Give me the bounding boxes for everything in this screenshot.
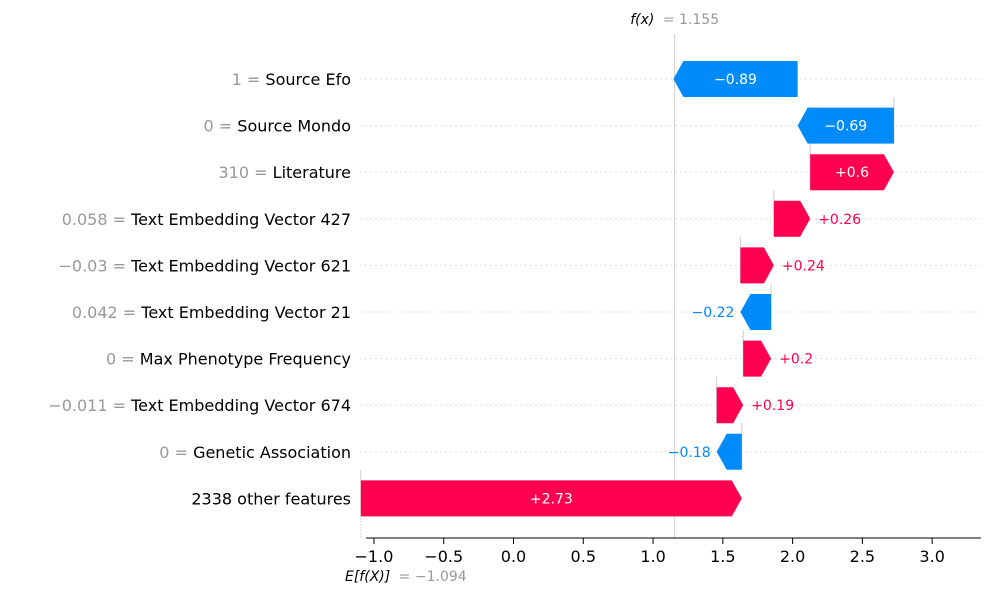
x-tick-label: 0.0 [501,547,526,566]
feature-label: 1 = Source Efo [232,70,351,89]
bar [743,340,772,377]
bar [773,200,811,237]
feature-name: Text Embedding Vector 427 [130,210,351,229]
feature-value: 0 = [159,443,193,462]
feature-name: Source Mondo [237,117,351,136]
x-tick-label: −1.0 [355,547,394,566]
feature-value: 310 = [219,163,273,182]
feature-label: −0.011 = Text Embedding Vector 674 [48,396,351,415]
feature-value: 1 = [232,70,266,89]
bar-value-label: +2.73 [530,491,573,507]
bar-value-label: +0.19 [751,398,794,414]
x-axis: −1.0 −0.5 0.0 0.5 1.0 1.5 2.0 2.5 3.0 [355,537,981,566]
row-gridlines [360,78,981,453]
feature-labels: 1 = Source Efo 0 = Source Mondo 310 = Lite… [48,70,351,508]
bar-value-label: +0.26 [818,212,861,228]
feature-label: 2338 other features [191,489,351,508]
feature-label: 0 = Max Phenotype Frequency [106,350,351,369]
x-tick-label: 1.0 [640,547,665,566]
feature-value: 0 = [204,117,238,136]
bar [797,107,894,144]
bar [740,294,772,330]
bar-value-label: −0.18 [668,445,711,461]
bar [360,480,742,517]
feature-name: Max Phenotype Frequency [140,350,351,369]
x-tick-label: 2.0 [780,547,805,566]
base-annotation: E[f(X)] = −1.094 [345,569,467,585]
feature-name: Literature [273,163,351,182]
feature-label: 310 = Literature [219,163,351,182]
bar [673,61,798,97]
base-value: = −1.094 [399,569,467,585]
feature-label: 0 = Source Mondo [204,117,351,136]
feature-label: 0.042 = Text Embedding Vector 21 [72,303,351,322]
bar-value-label: −0.69 [824,119,867,135]
base-label: E[f(X)] [345,569,390,585]
fx-label: f(x) [630,12,654,28]
bar [810,154,894,191]
feature-name: Text Embedding Vector 621 [130,256,351,275]
x-tick-label: 3.0 [919,547,944,566]
bar [716,433,742,470]
feature-name: Text Embedding Vector 674 [130,396,351,415]
feature-value: −0.03 = [59,256,132,275]
bar-value-label: +0.6 [835,165,869,181]
feature-label: −0.03 = Text Embedding Vector 621 [59,256,352,275]
x-tick-label: 0.5 [571,547,596,566]
bar-value-label: +0.2 [779,352,813,368]
x-tick-label: 2.5 [850,547,875,566]
feature-label: 0.058 = Text Embedding Vector 427 [62,210,351,229]
feature-name: Text Embedding Vector 21 [140,303,351,322]
feature-name: Genetic Association [193,443,351,462]
x-tick-label: −0.5 [424,547,463,566]
bar [740,247,774,284]
fx-value: = 1.155 [663,12,719,28]
bar-value-label: −0.22 [692,305,735,321]
bar-value-label: −0.89 [714,72,757,88]
fx-annotation: f(x) = 1.155 [630,12,719,28]
feature-value: 0.058 = [62,210,131,229]
feature-name: Source Efo [265,70,351,89]
bar-value-label: +0.24 [782,258,825,274]
feature-name: 2338 other features [191,489,351,508]
feature-value: 0.042 = [72,303,141,322]
x-tick-label: 1.5 [710,547,735,566]
feature-label: 0 = Genetic Association [159,443,351,462]
bar [716,387,744,424]
bars: −0.89 −0.69 +0.6 +0.26 +0.24 −0.22 +0.2 +0.19 −0… [360,61,894,517]
feature-value: −0.011 = [48,396,131,415]
feature-value: 0 = [106,350,140,369]
